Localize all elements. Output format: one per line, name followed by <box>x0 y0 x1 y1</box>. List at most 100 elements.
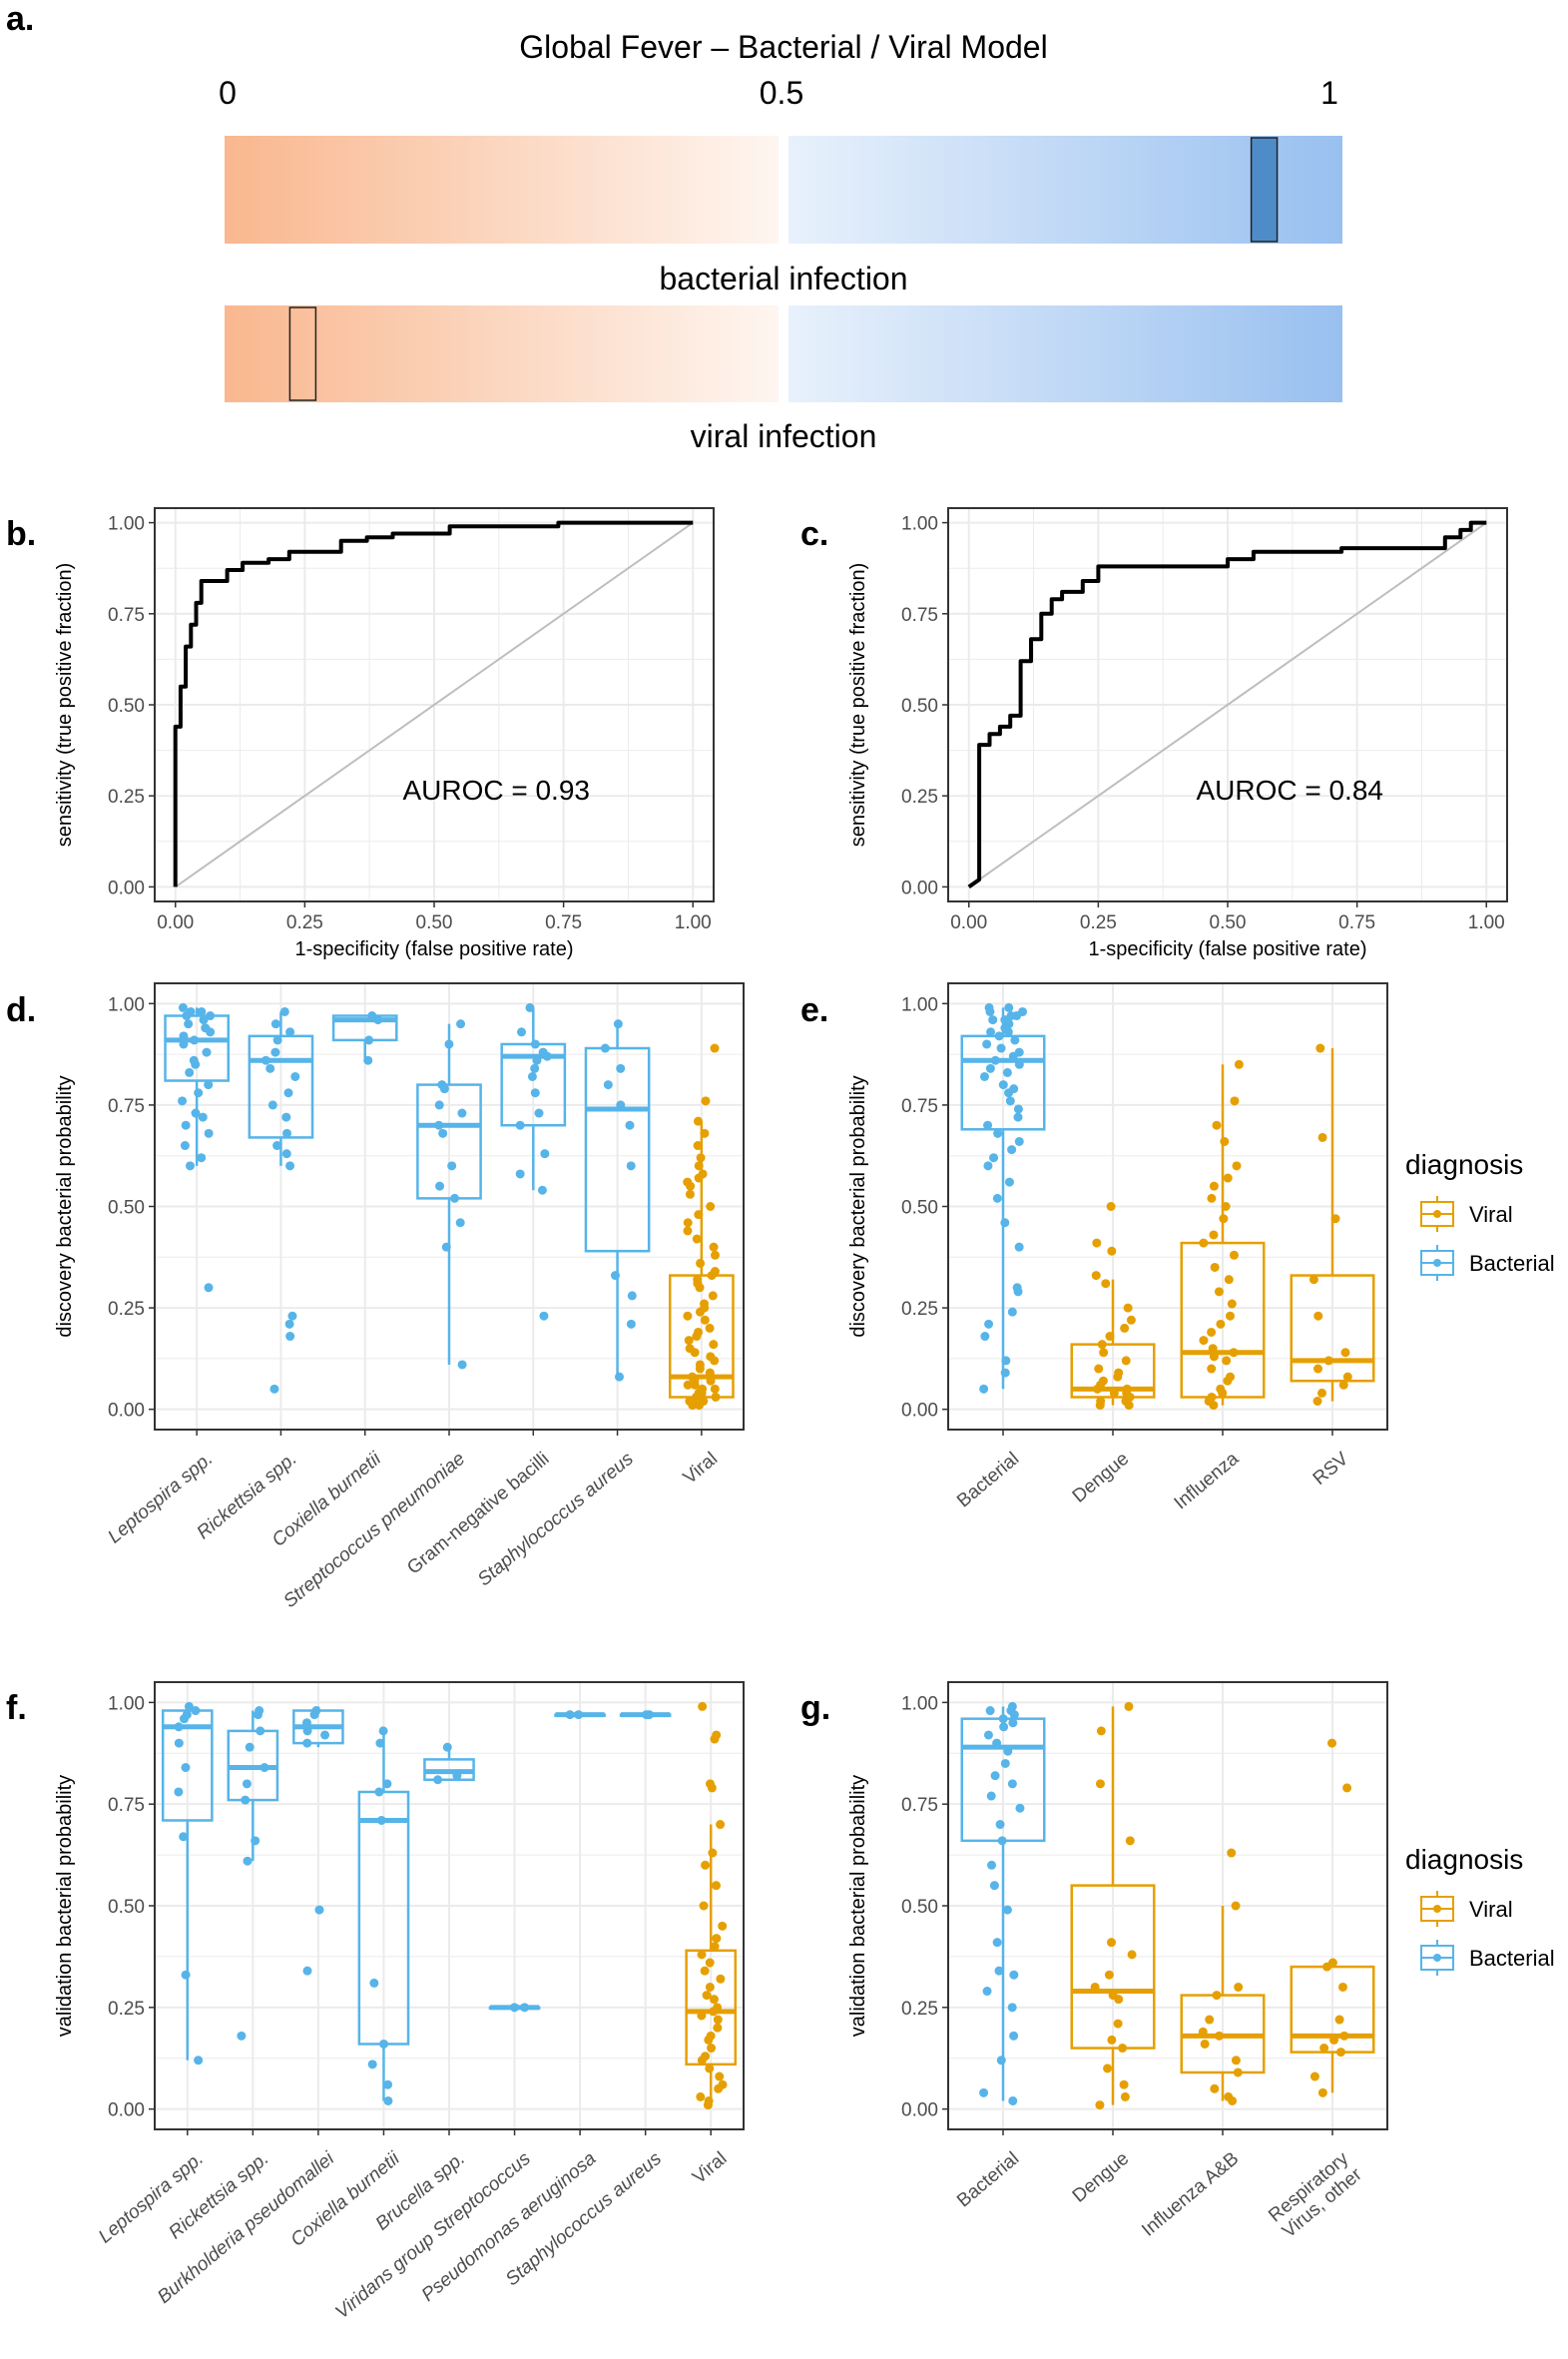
data-point <box>1119 2079 1129 2089</box>
y-tick-label: 0.75 <box>108 605 145 626</box>
data-point <box>256 1726 265 1736</box>
data-point <box>517 1027 527 1037</box>
data-point <box>692 1234 702 1244</box>
data-point <box>450 1193 460 1203</box>
data-point <box>1221 1202 1231 1211</box>
data-point <box>1107 1938 1117 1948</box>
data-point <box>206 1027 216 1037</box>
data-point <box>686 1181 696 1191</box>
diagonal-reference <box>175 521 694 888</box>
data-point <box>1107 1246 1117 1256</box>
data-point <box>314 1905 324 1915</box>
data-point <box>185 1161 195 1171</box>
y-axis-title: sensitivity (true positive fraction) <box>847 563 869 848</box>
data-point <box>1312 1397 1322 1407</box>
data-point <box>442 1742 452 1752</box>
panel-letter-c: c. <box>800 515 828 553</box>
data-point <box>1322 1962 1332 1972</box>
data-point <box>1015 1803 1025 1813</box>
data-point <box>1092 1238 1102 1248</box>
data-point <box>267 1100 277 1110</box>
data-point <box>509 2003 519 2013</box>
data-point <box>1317 2087 1327 2097</box>
y-tick-label: 0.00 <box>108 878 145 898</box>
data-point <box>700 1966 710 1976</box>
data-point <box>980 1332 990 1342</box>
x-tick-label: Dengue <box>1069 1449 1133 1507</box>
data-point <box>683 1226 693 1236</box>
data-point <box>1199 1336 1209 1346</box>
data-point <box>713 2015 723 2025</box>
data-point <box>694 1210 704 1220</box>
data-point <box>206 1011 216 1021</box>
data-point <box>697 2056 707 2065</box>
data-point <box>283 1088 293 1098</box>
data-point <box>1113 2019 1123 2029</box>
data-point <box>1218 1388 1228 1398</box>
data-point <box>1223 1173 1233 1183</box>
data-point <box>272 1035 282 1045</box>
data-point <box>1207 1364 1217 1374</box>
box-iqr <box>164 1014 231 1082</box>
data-point <box>710 1942 720 1952</box>
y-axis-title: sensitivity (true positive fraction) <box>54 563 76 848</box>
data-point <box>1009 2031 1019 2041</box>
data-point <box>382 1779 392 1789</box>
box-viral <box>669 1043 735 1411</box>
x-tick-label: RespiratoryVirus, other <box>1265 2147 1366 2242</box>
data-point <box>1012 1011 1022 1021</box>
data-point <box>434 1120 444 1130</box>
data-point <box>626 1161 636 1171</box>
data-point <box>1342 1783 1352 1793</box>
y-tick-label: 1.00 <box>901 514 938 535</box>
data-point <box>1207 1193 1217 1203</box>
data-point <box>985 1006 995 1016</box>
data-point <box>1309 2071 1319 2081</box>
box-rsv <box>1290 1043 1375 1407</box>
data-point <box>383 2095 393 2105</box>
data-point <box>1209 1352 1219 1362</box>
data-point <box>1009 1970 1019 1980</box>
data-point <box>989 1881 999 1891</box>
y-tick-label: 0.75 <box>901 1096 938 1117</box>
data-point <box>285 1161 295 1171</box>
y-tick-label: 0.50 <box>901 696 938 717</box>
data-point <box>284 1319 294 1329</box>
box-coxiella-burnetii <box>331 1011 398 1065</box>
data-point <box>707 1271 717 1281</box>
y-tick-label: 0.50 <box>108 696 145 717</box>
x-tick-label: Staphylococcus aureus <box>474 1449 638 1591</box>
data-point <box>1209 1181 1219 1191</box>
data-point <box>287 1311 297 1321</box>
data-point <box>179 1039 189 1049</box>
y-tick-label: 1.00 <box>901 1693 938 1714</box>
data-point <box>1008 1051 1018 1061</box>
x-axis-title: 1-specificity (false positive rate) <box>295 938 574 960</box>
box-iqr <box>584 1046 651 1253</box>
data-point <box>435 1181 445 1191</box>
data-point <box>1312 1364 1322 1374</box>
data-point <box>699 1901 709 1911</box>
data-point <box>574 1710 584 1720</box>
data-point <box>191 1059 201 1069</box>
data-point <box>1207 1327 1217 1337</box>
data-point <box>1002 1067 1012 1077</box>
data-point <box>1109 1388 1119 1398</box>
legend-top: diagnosis Viral Bacterial <box>1405 1149 1555 1281</box>
y-tick-label: 1.00 <box>108 1693 145 1714</box>
auroc-annotation: AUROC = 0.93 <box>402 775 590 806</box>
box-bacterial <box>960 1002 1046 1394</box>
y-tick-label: 0.00 <box>901 878 938 898</box>
data-point <box>1002 1905 1012 1915</box>
data-point <box>716 1820 726 1830</box>
x-tick-label-line: Gram-negative bacilli <box>403 1449 553 1579</box>
x-tick-label: 0.75 <box>545 912 582 933</box>
data-point <box>1123 1303 1133 1313</box>
data-point <box>697 2011 707 2021</box>
roc-curve <box>967 520 1487 889</box>
data-point <box>1107 2035 1117 2045</box>
data-point <box>998 1714 1008 1724</box>
data-point <box>1337 1982 1347 1992</box>
data-point <box>1231 2056 1241 2065</box>
